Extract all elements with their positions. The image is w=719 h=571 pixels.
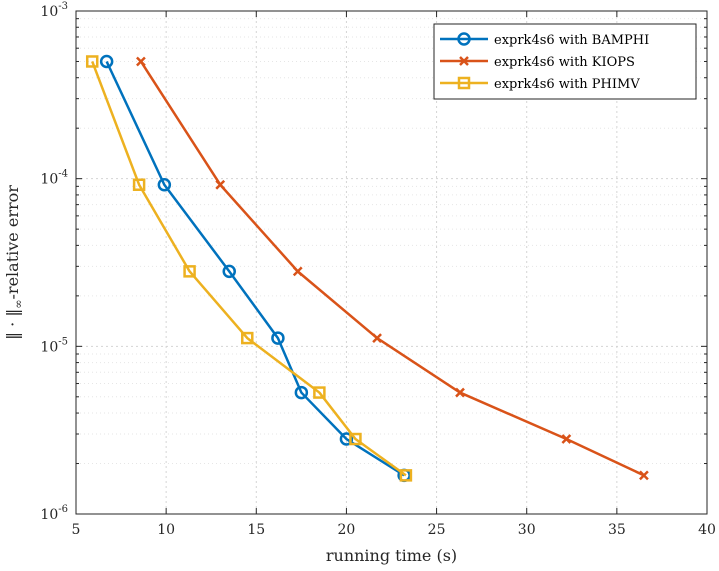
y-axis-label-suffix: -relative error — [3, 185, 22, 300]
y-tick-label: 10-3 — [40, 1, 68, 20]
x-marker-stroke — [455, 387, 465, 398]
data-point — [99, 54, 114, 69]
data-point — [339, 432, 354, 446]
data-point — [241, 331, 254, 345]
y-tick-label: 10-5 — [40, 336, 68, 355]
legend-label: exprk4s6 with PHIMV — [494, 77, 640, 92]
series-1 — [99, 54, 411, 483]
data-point — [455, 387, 465, 398]
y-tick-label-base: 10 — [40, 339, 58, 355]
x-marker-stroke — [372, 333, 382, 343]
legend: exprk4s6 with BAMPHI exprk4s6 with KIOPS e… — [433, 23, 697, 100]
data-point — [183, 265, 196, 278]
data-point — [292, 266, 303, 277]
data-point — [215, 179, 226, 190]
legend-label: exprk4s6 with BAMPHI — [494, 33, 649, 48]
x-marker-stroke — [459, 56, 469, 66]
y-tick-label-exponent: -3 — [58, 1, 68, 12]
y-tick-label-base: 10 — [40, 507, 58, 523]
data-point — [561, 434, 572, 444]
data-point — [136, 56, 146, 67]
legend-item: exprk4s6 with BAMPHI — [440, 32, 649, 48]
data-point — [349, 432, 362, 446]
data-point — [639, 470, 649, 481]
x-marker-stroke — [136, 56, 146, 67]
axis-ticks — [75, 10, 708, 515]
legend-item: exprk4s6 with PHIMV — [440, 76, 640, 92]
x-marker-stroke — [215, 179, 226, 190]
data-point — [85, 55, 99, 68]
x-tick-label: 25 — [428, 522, 446, 538]
x-tick-label: 20 — [338, 522, 356, 538]
x-axis-label: running time (s) — [326, 546, 457, 565]
y-tick-label-exponent: -6 — [58, 504, 68, 515]
legend-marker — [459, 56, 469, 66]
data-point — [271, 331, 285, 345]
x-marker-stroke — [639, 470, 649, 481]
x-tick-label: 40 — [698, 522, 716, 538]
legend-label: exprk4s6 with KIOPS — [494, 55, 635, 70]
y-tick-label-exponent: -5 — [58, 336, 68, 347]
series-2 — [136, 56, 649, 481]
legend-item: exprk4s6 with KIOPS — [440, 55, 635, 70]
data-point — [399, 469, 413, 482]
plot-series — [85, 54, 649, 483]
y-tick-label-base: 10 — [40, 172, 58, 188]
y-axis-label: ‖ · ‖∞-relative error — [3, 185, 25, 340]
y-tick-label: 10-6 — [40, 504, 68, 523]
x-tick-label: 35 — [608, 522, 626, 538]
y-tick-label: 10-4 — [40, 169, 68, 188]
y-axis-label-norm: ‖ · ‖ — [3, 309, 22, 340]
series-3 — [85, 55, 413, 482]
data-point — [222, 264, 236, 279]
x-tick-labels: 5 10 15 20 25 30 35 40 — [72, 522, 716, 538]
y-tick-labels: 10-610-510-410-3 — [40, 1, 68, 523]
y-axis-label-subscript: ∞ — [12, 299, 25, 308]
data-point — [294, 385, 309, 400]
x-marker-stroke — [292, 266, 303, 277]
legend-marker — [457, 76, 471, 90]
data-point — [372, 333, 382, 343]
series-line — [105, 60, 405, 477]
plot-area-border — [75, 10, 708, 515]
x-marker-stroke — [561, 434, 572, 444]
series-line — [91, 61, 407, 477]
x-tick-label: 15 — [247, 522, 265, 538]
y-tick-label-base: 10 — [40, 4, 58, 20]
x-tick-label: 30 — [518, 522, 536, 538]
data-point — [132, 178, 146, 191]
x-tick-label: 5 — [72, 522, 81, 538]
legend-marker — [457, 32, 471, 46]
data-point — [313, 386, 326, 399]
x-tick-label: 10 — [157, 522, 175, 538]
y-tick-label-exponent: -4 — [58, 169, 68, 180]
data-point — [157, 177, 172, 192]
